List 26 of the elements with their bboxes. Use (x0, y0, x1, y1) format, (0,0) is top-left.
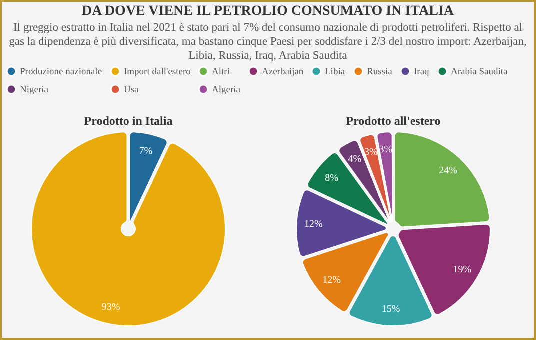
text: Prodotto all'estero (346, 114, 441, 128)
data-label: 3% (379, 144, 393, 156)
legend-label: Arabia Saudita (451, 68, 508, 78)
legend-label: Libia (325, 68, 346, 78)
legend-label: Iraq (414, 68, 430, 78)
legend-label: Produzione nazionale (20, 68, 102, 78)
legend-label: Altri (212, 68, 230, 78)
data-label: 8% (325, 173, 339, 184)
legend-label: Azerbaijan (262, 68, 304, 78)
data-label: 12% (322, 274, 342, 286)
legend-label: Usa (124, 86, 140, 96)
data-label: 4% (348, 154, 362, 165)
data-label: 93% (102, 302, 120, 314)
legend-label: Import dall'estero (124, 68, 192, 78)
data-label: 7% (139, 146, 153, 157)
data-label: 15% (382, 304, 400, 315)
legend-label: Algeria (212, 86, 242, 96)
legend-label: Russia (367, 68, 394, 78)
data-label: 19% (453, 264, 472, 276)
data-label: 12% (304, 218, 323, 230)
text: Il greggio estratto in Italia nel 2021 è stato pari al 7% del consumo nazionale di prodotti petroliferi. Rispetto al gas la dipendenza è più diversificata, ma bastano cinque Paesi per soddisfare i 2/3 del nostro import: Azerbaijan, Libia, Russia, Iraq, Arabia Saudita (8, 21, 528, 64)
legend-label: Nigeria (20, 86, 50, 96)
text: Prodotto in Italia (84, 114, 173, 128)
data-label: 3% (364, 147, 378, 158)
text: DA DOVE VIENE IL PETROLIO CONSUMATO IN ITALIA (81, 4, 455, 20)
data-label: 24% (439, 166, 458, 177)
